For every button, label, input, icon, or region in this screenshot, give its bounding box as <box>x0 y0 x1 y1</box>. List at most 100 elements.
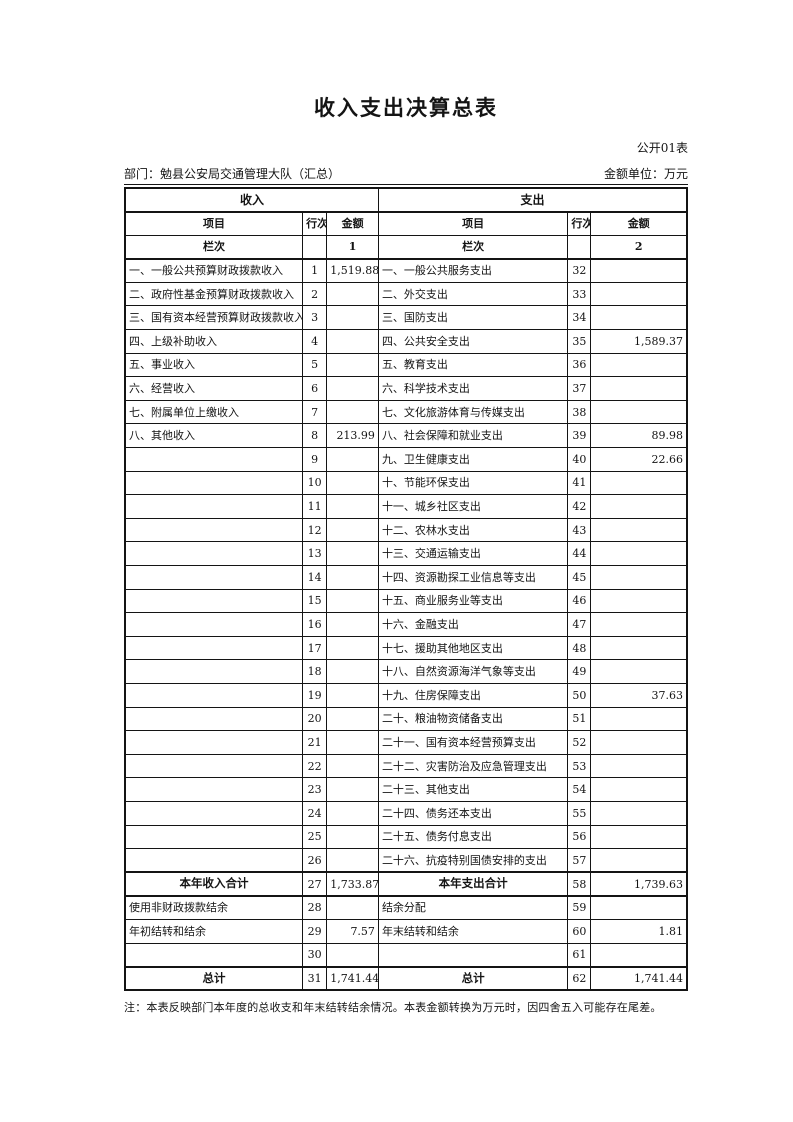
income-item-cell <box>124 565 304 590</box>
expenditure-amount-cell <box>590 588 688 614</box>
table-row: 19 十九、住房保障支出 50 37.63 <box>124 682 688 708</box>
table-row: 二、政府性基金预算财政拨款收入 2 二、外交支出 33 <box>124 281 688 307</box>
expenditure-amount-cell <box>590 517 688 543</box>
table-row: 10 十、节能环保支出 41 <box>124 470 688 496</box>
final-accounts-table: 收入 支出 项目 行次 金额 项目 行次 金额 栏次 1 栏次 <box>124 187 688 992</box>
income-line-cell: 27 <box>302 871 328 897</box>
expenditure-item-cell: 二十六、抗疫特别国债安排的支出 <box>377 848 569 873</box>
income-amount-cell <box>326 848 379 873</box>
expenditure-line-cell: 62 <box>567 965 592 991</box>
income-line-cell: 20 <box>302 706 328 732</box>
table-row: 七、附属单位上缴收入 7 七、文化旅游体育与传媒支出 38 <box>124 399 688 425</box>
table-row: 9 九、卫生健康支出 40 22.66 <box>124 447 688 472</box>
income-amount-cell <box>326 635 379 661</box>
income-item-cell <box>124 635 304 661</box>
table-row: 一、一般公共预算财政拨款收入 1 1,519.88 一、一般公共服务支出 32 <box>124 258 688 283</box>
table-row: 使用非财政拨款结余 28 结余分配 59 <box>124 895 688 920</box>
table-row: 21 二十一、国有资本经营预算支出 52 <box>124 730 688 755</box>
income-amount-cell <box>326 777 379 802</box>
expenditure-line-cell: 43 <box>567 517 592 543</box>
income-amount-cell <box>326 706 379 732</box>
income-amount-cell <box>326 399 379 425</box>
expenditure-amount-cell <box>590 730 688 755</box>
income-amount-cell <box>326 565 379 590</box>
expenditure-line-cell: 46 <box>567 588 592 614</box>
expenditure-amount-cell <box>590 942 688 968</box>
expenditure-line-cell: 41 <box>567 470 592 496</box>
expenditure-amount-cell <box>590 753 688 779</box>
expenditure-amount-cell <box>590 541 688 566</box>
expenditure-line-cell: 54 <box>567 777 592 802</box>
expenditure-amount-cell <box>590 659 688 684</box>
column-header-row: 项目 行次 金额 项目 行次 金额 <box>124 211 688 236</box>
income-line-cell: 4 <box>302 329 328 354</box>
table-row: 20 二十、粮油物资储备支出 51 <box>124 706 688 732</box>
income-amount-cell: 213.99 <box>326 423 379 449</box>
expenditure-amount-cell: 1,739.63 <box>590 871 688 897</box>
table-row: 总计 31 1,741.44 总计 62 1,741.44 <box>124 965 688 991</box>
income-line-cell: 14 <box>302 565 328 590</box>
income-line-cell: 21 <box>302 730 328 755</box>
expenditure-item-cell: 四、公共安全支出 <box>377 329 569 354</box>
expenditure-item-cell: 六、科学技术支出 <box>377 376 569 401</box>
income-item-cell <box>124 588 304 614</box>
income-item-cell <box>124 777 304 802</box>
expenditure-amount-cell <box>590 635 688 661</box>
expenditure-item-cell: 二十二、灾害防治及应急管理支出 <box>377 753 569 779</box>
income-amount-cell <box>326 470 379 496</box>
income-item-cell: 本年收入合计 <box>124 871 304 897</box>
income-amount-cell <box>326 612 379 637</box>
income-amount-cell <box>326 352 379 378</box>
income-line-cell: 31 <box>302 965 328 991</box>
income-line-cell: 9 <box>302 447 328 472</box>
expenditure-lanci-col: 2 <box>590 234 688 260</box>
income-amount-cell <box>326 824 379 850</box>
expenditure-item-cell: 年末结转和结余 <box>377 918 569 944</box>
income-lanci-label: 栏次 <box>124 234 304 260</box>
income-line-cell: 16 <box>302 612 328 637</box>
income-item-cell: 八、其他收入 <box>124 423 304 449</box>
expenditure-item-cell: 十五、商业服务业等支出 <box>377 588 569 614</box>
table-row: 五、事业收入 5 五、教育支出 36 <box>124 352 688 378</box>
expenditure-item-cell: 十八、自然资源海洋气象等支出 <box>377 659 569 684</box>
expenditure-amount-cell <box>590 565 688 590</box>
table-row: 11 十一、城乡社区支出 42 <box>124 494 688 519</box>
income-item-cell <box>124 517 304 543</box>
income-item-cell: 二、政府性基金预算财政拨款收入 <box>124 281 304 307</box>
expenditure-line-cell: 52 <box>567 730 592 755</box>
income-line-cell: 7 <box>302 399 328 425</box>
expenditure-amount-cell: 37.63 <box>590 682 688 708</box>
income-line-cell: 29 <box>302 918 328 944</box>
expenditure-line-cell: 48 <box>567 635 592 661</box>
expenditure-amount-cell <box>590 824 688 850</box>
expenditure-line-cell: 51 <box>567 706 592 732</box>
expenditure-item-cell: 十三、交通运输支出 <box>377 541 569 566</box>
expenditure-line-cell: 45 <box>567 565 592 590</box>
income-amount-cell: 1,733.87 <box>326 871 379 897</box>
income-amount-cell: 1,519.88 <box>326 258 379 283</box>
expenditure-line-cell: 35 <box>567 329 592 354</box>
income-item-cell <box>124 730 304 755</box>
income-line-cell: 10 <box>302 470 328 496</box>
expenditure-item-cell: 十、节能环保支出 <box>377 470 569 496</box>
sheet: 收入支出决算总表 公开01表 部门：勉县公安局交通管理大队（汇总） 金额单位：万… <box>124 92 688 1015</box>
expenditure-amount-header: 金额 <box>590 211 688 236</box>
expenditure-amount-cell <box>590 777 688 802</box>
table-row: 23 二十三、其他支出 54 <box>124 777 688 802</box>
expenditure-amount-cell: 1.81 <box>590 918 688 944</box>
expenditure-line-cell: 34 <box>567 305 592 331</box>
lanci-row: 栏次 1 栏次 2 <box>124 234 688 260</box>
expenditure-item-cell: 八、社会保障和就业支出 <box>377 423 569 449</box>
expenditure-item-cell: 十一、城乡社区支出 <box>377 494 569 519</box>
expenditure-line-cell: 32 <box>567 258 592 283</box>
income-line-cell: 22 <box>302 753 328 779</box>
expenditure-item-cell: 总计 <box>377 965 569 991</box>
expenditure-amount-cell <box>590 848 688 873</box>
expenditure-amount-cell <box>590 470 688 496</box>
income-line-cell: 12 <box>302 517 328 543</box>
income-line-cell: 15 <box>302 588 328 614</box>
income-line-cell: 2 <box>302 281 328 307</box>
income-line-cell: 18 <box>302 659 328 684</box>
expenditure-line-cell: 36 <box>567 352 592 378</box>
section-header-row: 收入 支出 <box>124 187 688 213</box>
